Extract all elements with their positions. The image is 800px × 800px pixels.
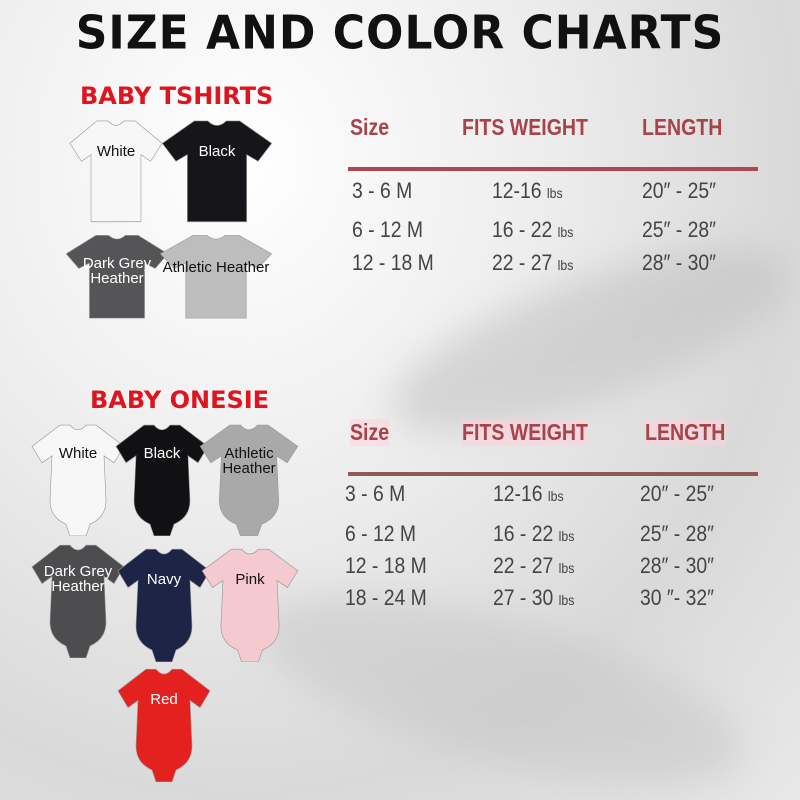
row-weight: 16 - 22 lbs xyxy=(492,217,573,243)
size-value: 6 - 12 M xyxy=(345,521,417,546)
onesie-dark-grey-heather: Dark Grey Heather xyxy=(28,538,128,658)
length-value: 25″ - 28″ xyxy=(640,521,714,546)
row-weight: 22 - 27 lbs xyxy=(493,553,574,579)
unit: lbs xyxy=(558,528,575,544)
table1-divider xyxy=(348,167,758,171)
tshirt-icon xyxy=(69,120,163,223)
row-length: 20″ - 25″ xyxy=(640,481,714,507)
size-value: 3 - 6 M xyxy=(352,178,413,203)
size-value: 18 - 24 M xyxy=(345,585,427,610)
row-weight: 12-16 lbs xyxy=(492,178,563,204)
table1-header-length: LENGTH xyxy=(642,114,723,140)
weight-value: 16 - 22 xyxy=(492,217,553,242)
onesie-icon xyxy=(199,424,299,536)
row-weight: 27 - 30 lbs xyxy=(493,585,574,611)
row-length: 25″ - 28″ xyxy=(642,217,716,243)
onesie-red: Red xyxy=(114,662,214,782)
weight-value: 12-16 xyxy=(493,481,543,506)
garment-label: Navy xyxy=(146,571,182,588)
row-length: 20″ - 25″ xyxy=(642,178,716,204)
size-value: 6 - 12 M xyxy=(352,217,424,242)
table2-divider xyxy=(348,472,758,476)
onesie-icon xyxy=(117,548,211,662)
garment-label: Dark Grey Heather xyxy=(43,563,113,595)
garment-label: Pink xyxy=(235,571,265,588)
length-value: 25″ - 28″ xyxy=(642,217,716,242)
tshirts-heading: BABY TSHIRTS xyxy=(80,82,274,110)
row-size: 6 - 12 M xyxy=(352,217,423,243)
row-size: 3 - 6 M xyxy=(352,178,412,204)
onesie-icon xyxy=(115,424,209,536)
table2-header-weight: FITS WEIGHT xyxy=(462,419,588,446)
garment-label: Athletic Heather xyxy=(162,259,270,276)
onesie-navy: Navy xyxy=(114,542,214,662)
onesie-black: Black xyxy=(112,418,212,536)
onesie-icon xyxy=(201,548,299,662)
page-title: SIZE AND COLOR CHARTS xyxy=(75,6,725,61)
row-length: 28″ - 30″ xyxy=(640,553,714,579)
weight-value: 22 - 27 xyxy=(493,553,554,578)
onesie-pink: Pink xyxy=(198,542,302,662)
length-value: 28″ - 30″ xyxy=(642,250,716,275)
tshirt-icon xyxy=(159,235,273,319)
onesie-athletic-heather: Athletic Heather xyxy=(196,418,302,536)
garment-label: White xyxy=(96,143,136,160)
weight-value: 27 - 30 xyxy=(493,585,554,610)
garment-label: White xyxy=(58,445,98,462)
table1-header-weight: FITS WEIGHT xyxy=(462,114,588,140)
garment-label: Black xyxy=(198,143,236,160)
length-value: 30 ″- 32″ xyxy=(640,585,714,610)
tshirt-icon xyxy=(65,235,169,319)
tshirt-dark-grey-heather: Dark Grey Heather xyxy=(64,228,170,320)
tshirt-athletic-heather: Athletic Heather xyxy=(158,228,274,320)
table2-header-size: Size xyxy=(350,419,390,446)
size-value: 3 - 6 M xyxy=(345,481,406,506)
row-weight: 12-16 lbs xyxy=(493,481,564,507)
onesie-white: White xyxy=(28,418,128,536)
onesies-heading: BABY ONESIE xyxy=(90,386,270,414)
unit: lbs xyxy=(558,592,575,608)
size-value: 12 - 18 M xyxy=(352,250,434,275)
garment-label: Dark Grey Heather xyxy=(82,255,152,287)
unit: lbs xyxy=(557,224,574,240)
row-length: 28″ - 30″ xyxy=(642,250,716,276)
onesie-icon xyxy=(31,544,125,658)
weight-value: 22 - 27 xyxy=(492,250,553,275)
row-weight: 16 - 22 lbs xyxy=(493,521,574,547)
garment-label: Black xyxy=(143,445,181,462)
tshirt-black: Black xyxy=(160,112,274,224)
unit: lbs xyxy=(546,185,563,201)
garment-label: Red xyxy=(150,691,178,708)
row-size: 18 - 24 M xyxy=(345,585,427,611)
table1-header-size: Size xyxy=(350,114,390,140)
row-size: 12 - 18 M xyxy=(352,250,434,276)
onesie-icon xyxy=(117,668,211,782)
row-length: 30 ″- 32″ xyxy=(640,585,714,611)
table2-header-length: LENGTH xyxy=(645,419,726,446)
row-size: 3 - 6 M xyxy=(345,481,405,507)
weight-value: 12-16 xyxy=(492,178,542,203)
garment-label: Athletic Heather xyxy=(222,445,276,477)
size-value: 12 - 18 M xyxy=(345,553,427,578)
unit: lbs xyxy=(557,257,574,273)
tshirt-icon xyxy=(161,120,273,223)
row-size: 6 - 12 M xyxy=(345,521,416,547)
row-length: 25″ - 28″ xyxy=(640,521,714,547)
unit: lbs xyxy=(547,488,564,504)
weight-value: 16 - 22 xyxy=(493,521,554,546)
tshirt-white: White xyxy=(68,112,164,224)
row-weight: 22 - 27 lbs xyxy=(492,250,573,276)
length-value: 20″ - 25″ xyxy=(640,481,714,506)
length-value: 28″ - 30″ xyxy=(640,553,714,578)
unit: lbs xyxy=(558,560,575,576)
row-size: 12 - 18 M xyxy=(345,553,427,579)
length-value: 20″ - 25″ xyxy=(642,178,716,203)
onesie-icon xyxy=(31,424,125,536)
